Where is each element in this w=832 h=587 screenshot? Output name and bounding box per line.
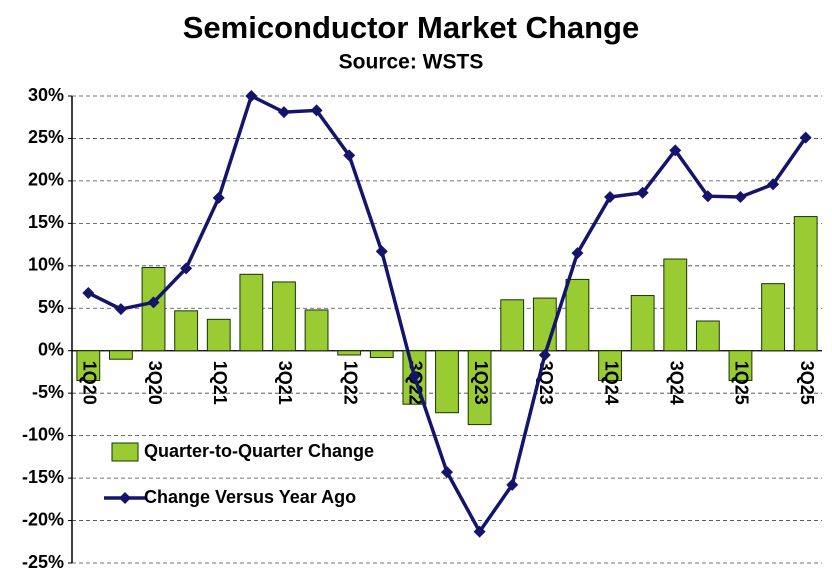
marker — [473, 525, 486, 538]
marker — [212, 191, 225, 204]
marker — [310, 104, 323, 117]
y-tick-label: -5% — [32, 382, 64, 402]
x-tick-label: 1Q23 — [471, 361, 491, 405]
bar — [109, 350, 133, 360]
y-tick-label: -20% — [22, 509, 64, 529]
marker — [506, 478, 519, 491]
x-tick-label: 1Q20 — [80, 361, 100, 405]
x-tick-label: 1Q25 — [732, 361, 752, 405]
marker — [441, 466, 453, 479]
x-tick-label: 3Q21 — [275, 361, 295, 405]
bar — [565, 278, 590, 352]
bar — [174, 310, 199, 352]
y-tick-label: 0% — [38, 339, 64, 359]
bar — [206, 318, 231, 352]
y-tick-label: 15% — [28, 212, 64, 232]
chart-subtitle: Source: WSTS — [339, 51, 484, 74]
x-tick-label: 3Q25 — [797, 361, 817, 405]
legend-swatch — [119, 492, 131, 504]
x-tick-label: 3Q20 — [145, 361, 165, 405]
bar — [435, 350, 459, 414]
bar — [369, 350, 394, 359]
marker — [799, 131, 812, 144]
bar — [467, 350, 492, 426]
marker — [767, 178, 780, 191]
y-tick-label: -25% — [22, 552, 64, 572]
bar — [630, 295, 655, 352]
marker — [571, 247, 584, 260]
bar — [793, 216, 818, 352]
marker — [147, 296, 160, 309]
x-tick-label: 1Q24 — [601, 361, 621, 405]
legend-label: Change Versus Year Ago — [144, 487, 356, 507]
bar — [761, 283, 785, 352]
y-tick-label: 20% — [28, 170, 64, 190]
y-tick-label: -10% — [22, 424, 64, 444]
y-tick-label: -15% — [22, 467, 64, 487]
y-tick-label: 10% — [28, 255, 64, 275]
chart-title: Semiconductor Market Change — [183, 10, 639, 45]
bar — [598, 350, 622, 381]
y-tick-label: 5% — [38, 297, 64, 317]
marker — [538, 348, 551, 361]
bar — [337, 350, 362, 356]
marker — [669, 144, 682, 157]
legend-label: Quarter-to-Quarter Change — [144, 441, 374, 461]
y-tick-label: 30% — [28, 85, 64, 105]
marker — [343, 149, 356, 162]
marker — [375, 245, 388, 258]
x-tick-label: 1Q22 — [340, 361, 360, 405]
x-tick-label: 3Q24 — [667, 361, 687, 405]
marker — [245, 90, 258, 102]
marker — [114, 303, 127, 316]
marker — [604, 191, 617, 204]
y-tick-label: 25% — [28, 127, 64, 147]
marker — [82, 286, 95, 299]
marker — [408, 370, 421, 383]
marker — [636, 186, 649, 199]
bar — [728, 350, 753, 381]
bar — [695, 320, 720, 352]
bar — [239, 273, 264, 352]
marker — [180, 262, 193, 275]
x-tick-label: 1Q21 — [210, 361, 230, 405]
marker — [277, 106, 290, 119]
legend-swatch — [111, 442, 139, 462]
bar — [663, 258, 688, 352]
marker — [734, 191, 747, 204]
bar — [272, 281, 296, 352]
bar — [76, 350, 101, 381]
marker — [701, 190, 714, 203]
bar — [141, 267, 166, 352]
bar — [500, 299, 525, 352]
bar — [304, 309, 329, 352]
